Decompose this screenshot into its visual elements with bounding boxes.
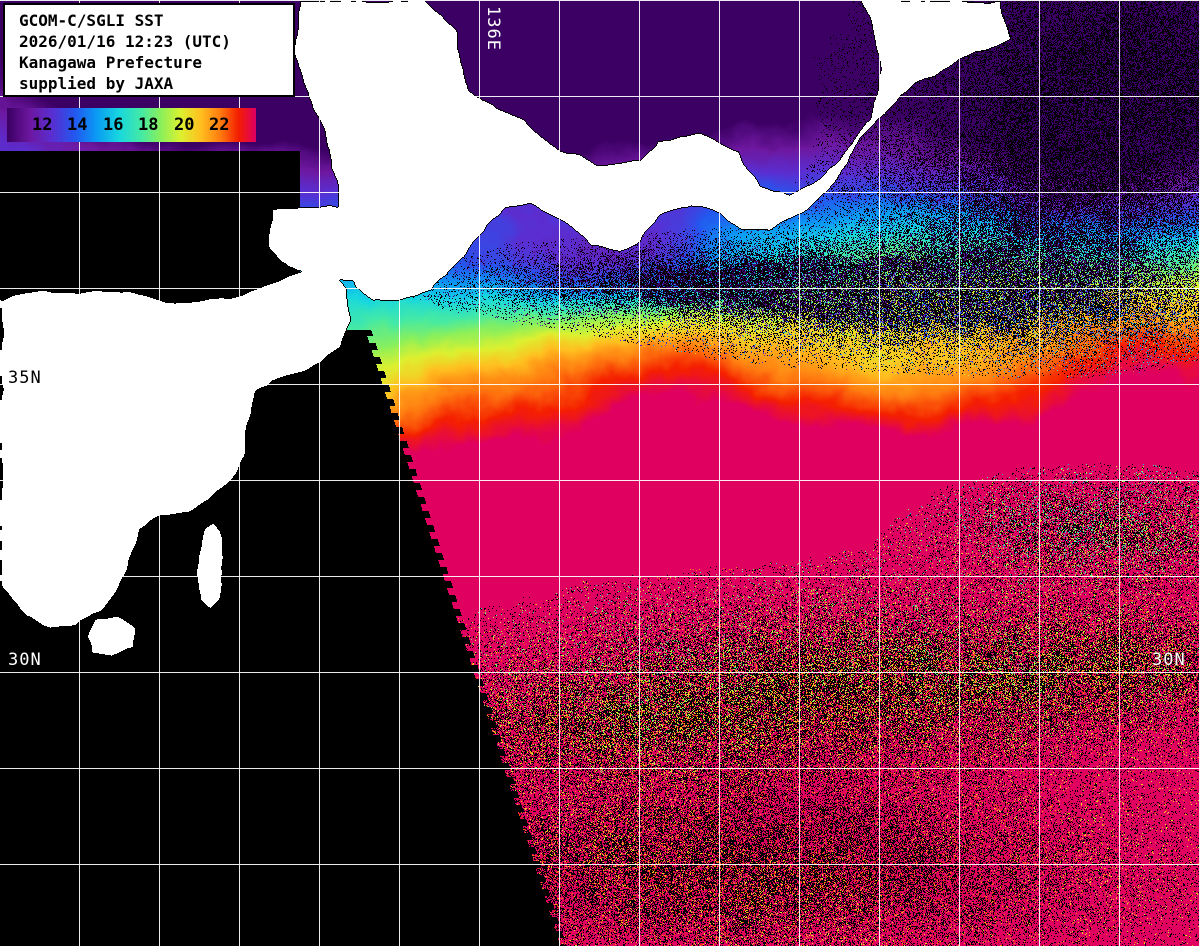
graticule-parallel xyxy=(0,480,1200,481)
graticule-parallel xyxy=(0,192,1200,193)
graticule-meridian xyxy=(1039,0,1040,946)
longitude-label: 136E xyxy=(483,6,503,51)
graticule-parallel xyxy=(0,0,1200,1)
latitude-label: 30N xyxy=(8,650,42,670)
title-line-source: supplied by JAXA xyxy=(19,74,174,93)
latitude-label: 30N xyxy=(1152,650,1186,670)
graticule-parallel xyxy=(0,576,1200,577)
graticule-meridian xyxy=(159,0,160,946)
graticule-meridian xyxy=(399,0,400,946)
title-box: GCOM-C/SGLI SST 2026/01/16 12:23 (UTC) K… xyxy=(3,3,295,97)
graticule-meridian xyxy=(959,0,960,946)
colorbar-tick-14: 14 xyxy=(67,115,88,135)
colorbar-tick-12: 12 xyxy=(32,115,53,135)
graticule-parallel xyxy=(0,384,1200,385)
colorbar: 12 14 16 18 20 22 xyxy=(7,108,256,142)
colorbar-tick-22: 22 xyxy=(209,115,230,135)
graticule-parallel xyxy=(0,288,1200,289)
graticule-parallel xyxy=(0,864,1200,865)
colorbar-tick-20: 20 xyxy=(174,115,195,135)
colorbar-gradient xyxy=(7,108,256,142)
graticule-meridian xyxy=(559,0,560,946)
title-line-datetime: 2026/01/16 12:23 (UTC) xyxy=(19,32,231,51)
graticule-parallel xyxy=(0,768,1200,769)
graticule-parallel xyxy=(0,672,1200,673)
graticule-meridian xyxy=(319,0,320,946)
graticule-meridian xyxy=(639,0,640,946)
title-line-product: GCOM-C/SGLI SST xyxy=(19,11,164,30)
graticule-meridian xyxy=(1119,0,1120,946)
graticule-meridian xyxy=(719,0,720,946)
colorbar-tick-labels: 12 14 16 18 20 22 xyxy=(7,108,256,142)
graticule-parallel xyxy=(0,96,1200,97)
graticule-meridian xyxy=(879,0,880,946)
colorbar-tick-16: 16 xyxy=(103,115,124,135)
graticule-meridian xyxy=(239,0,240,946)
graticule-meridian xyxy=(479,0,480,946)
graticule-meridian xyxy=(79,0,80,946)
latitude-label: 35N xyxy=(8,368,42,388)
colorbar-tick-18: 18 xyxy=(138,115,159,135)
title-line-region: Kanagawa Prefecture xyxy=(19,53,203,72)
graticule-meridian xyxy=(799,0,800,946)
